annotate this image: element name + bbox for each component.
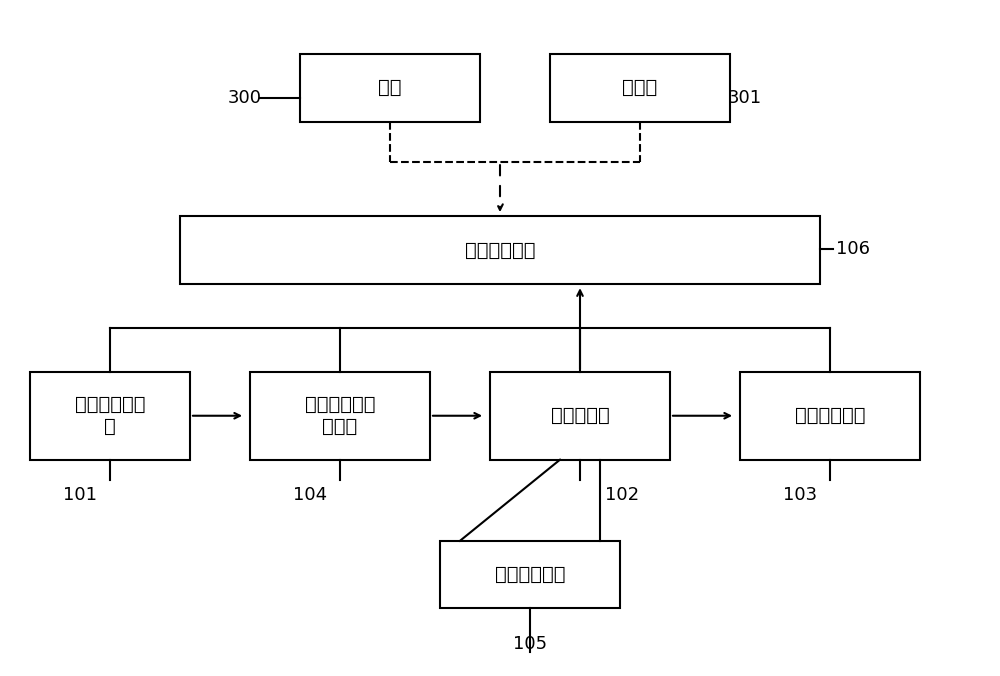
Text: 信号放大与调
理电路: 信号放大与调 理电路 [305,395,375,436]
FancyBboxPatch shape [250,372,430,460]
Text: 空中下载单元: 空中下载单元 [495,565,565,584]
Text: 101: 101 [63,486,97,504]
FancyBboxPatch shape [300,54,480,122]
Text: 可见光感光单
元: 可见光感光单 元 [75,395,145,436]
Text: 104: 104 [293,486,327,504]
Text: 灯具: 灯具 [378,78,402,97]
Text: 能量提供装置: 能量提供装置 [465,241,535,260]
Text: 102: 102 [605,486,639,504]
Text: 106: 106 [836,240,870,258]
FancyBboxPatch shape [550,54,730,122]
Text: 微控制单元: 微控制单元 [551,406,609,425]
Text: 太阳光: 太阳光 [622,78,658,97]
FancyBboxPatch shape [180,216,820,284]
FancyBboxPatch shape [490,372,670,460]
Text: 301: 301 [728,89,762,107]
Text: 300: 300 [228,89,262,107]
Text: 105: 105 [513,635,547,652]
FancyBboxPatch shape [440,541,620,608]
Text: 103: 103 [783,486,817,504]
Text: 无线传输单元: 无线传输单元 [795,406,865,425]
FancyBboxPatch shape [740,372,920,460]
FancyBboxPatch shape [30,372,190,460]
